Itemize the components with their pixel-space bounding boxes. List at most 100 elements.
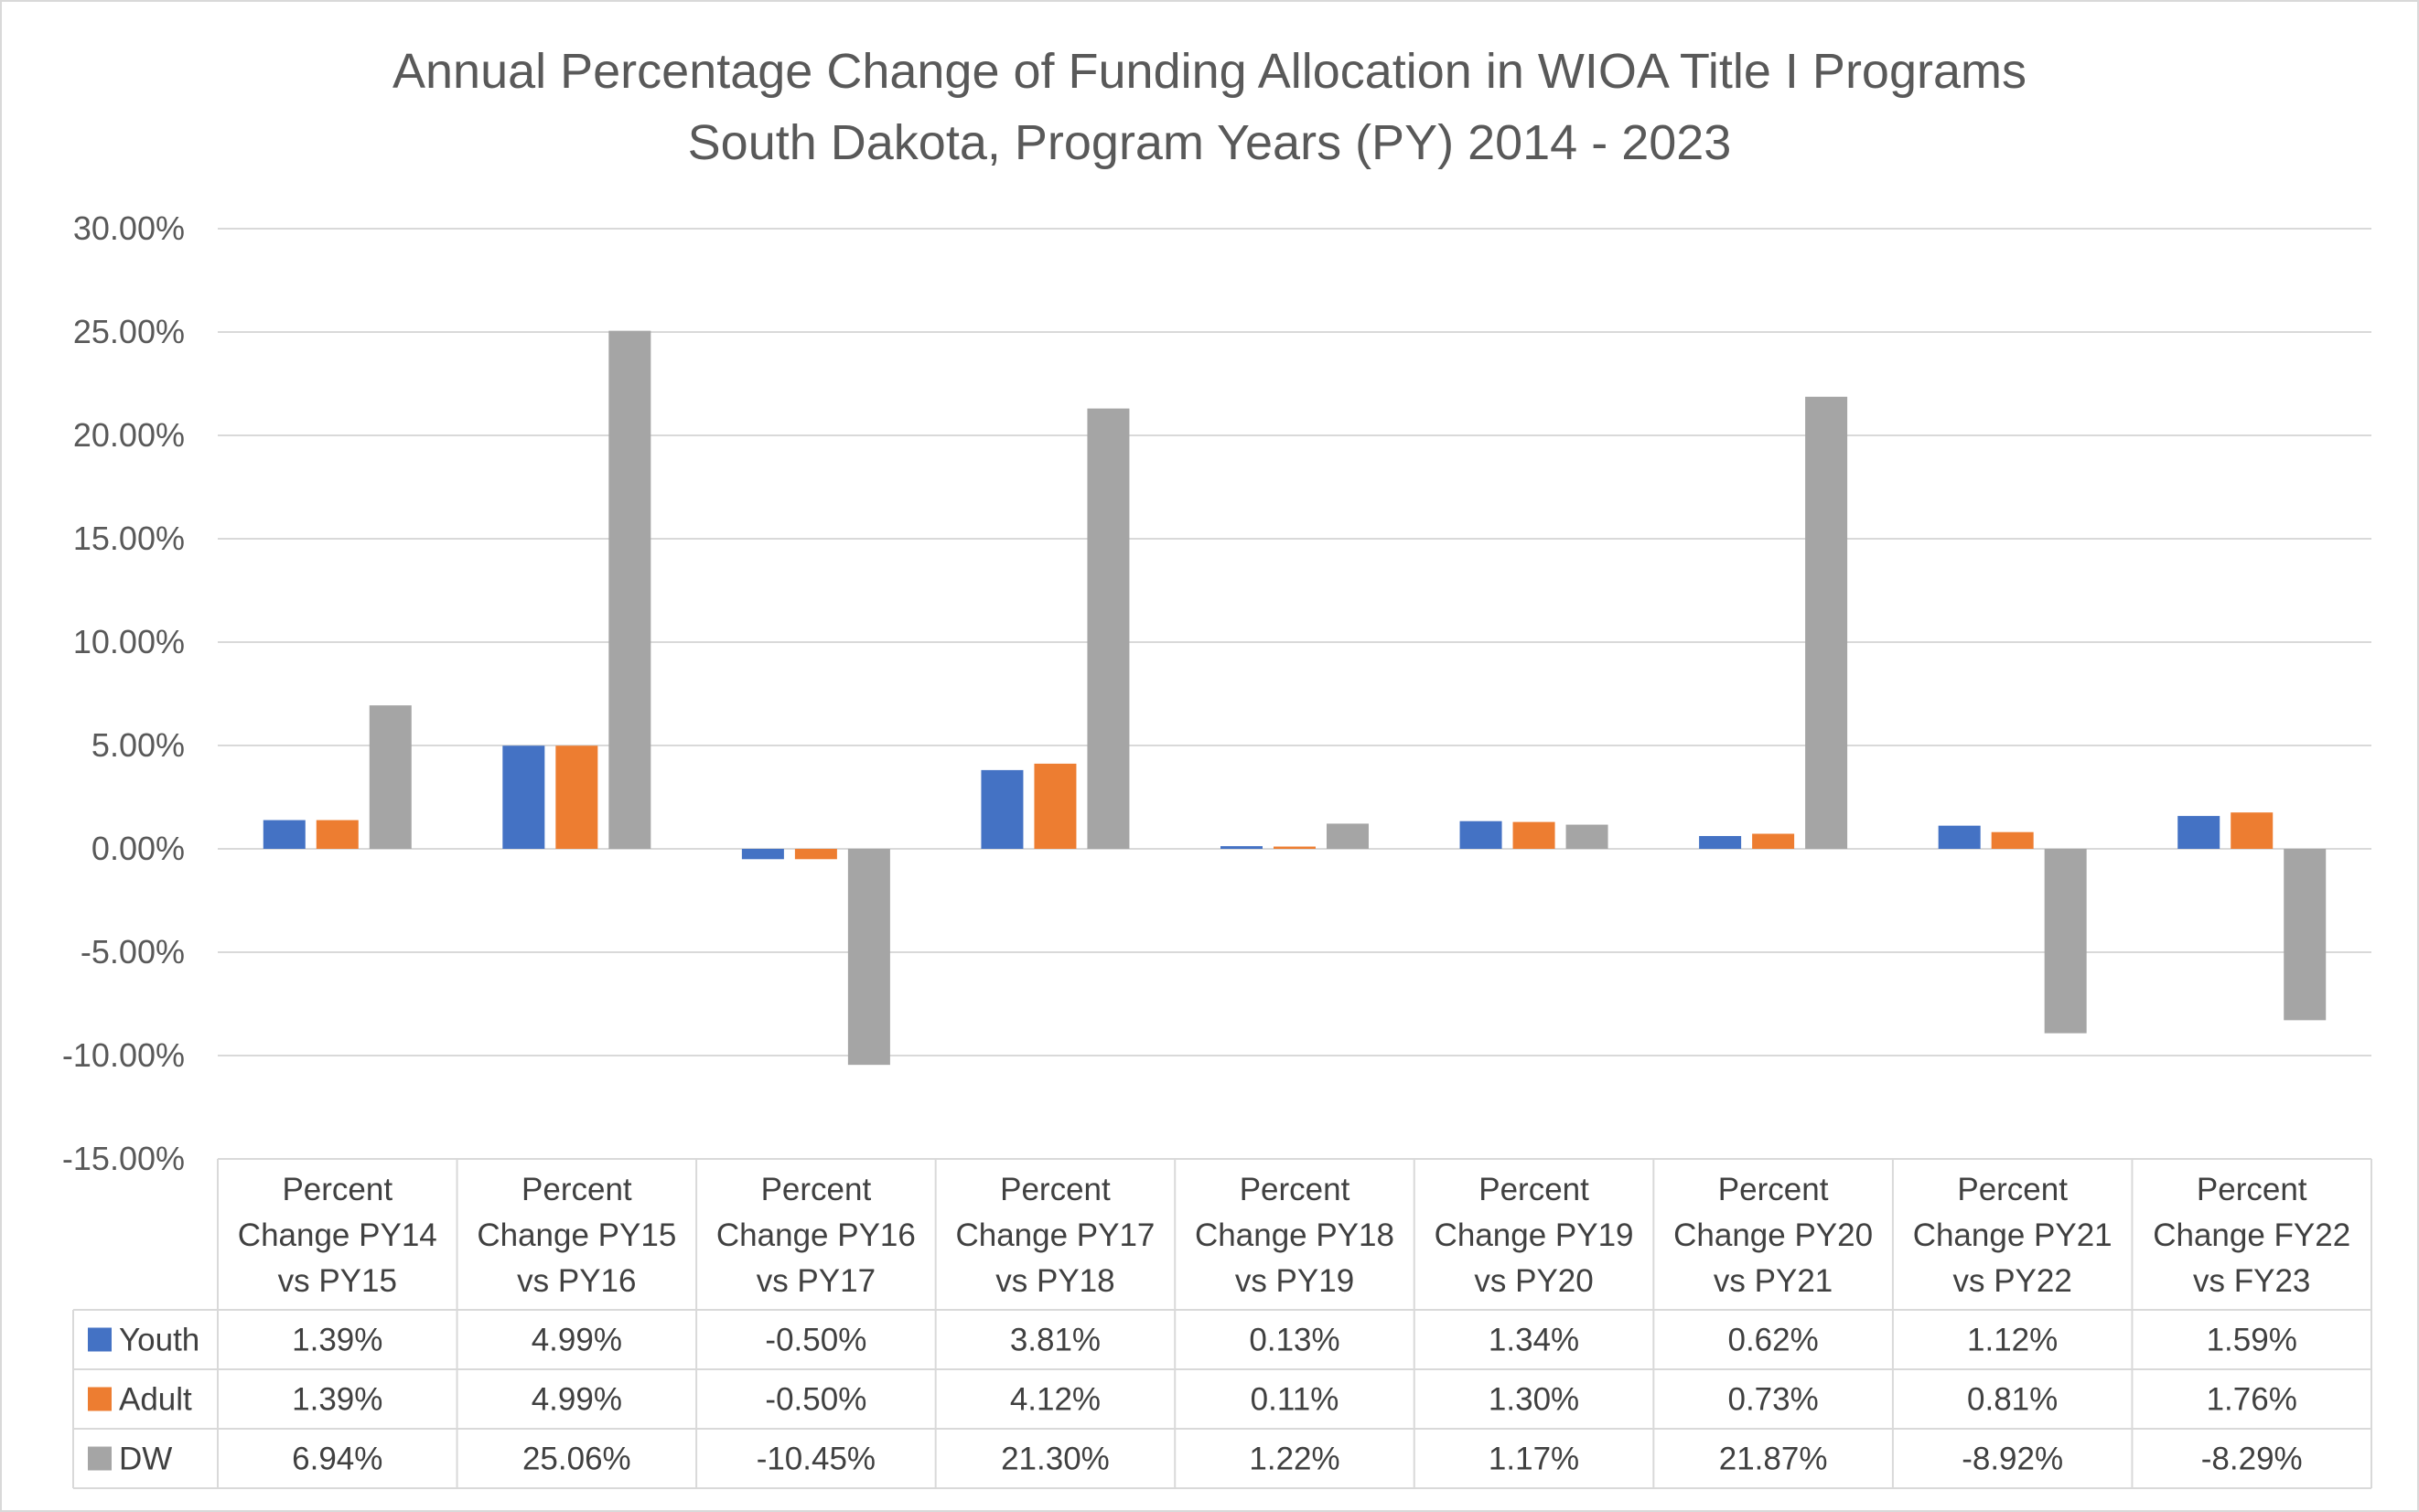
y-tick-label: 5.00% xyxy=(91,726,185,764)
category-label: Change PY15 xyxy=(477,1217,676,1253)
bar-dw-4 xyxy=(1087,408,1130,849)
legend-key-adult xyxy=(88,1387,112,1411)
legend-label-youth: Youth xyxy=(119,1323,199,1358)
bar-youth-9 xyxy=(2177,816,2220,849)
data-label: 4.12% xyxy=(1010,1382,1101,1418)
data-label: 4.99% xyxy=(532,1382,622,1418)
data-label: 1.22% xyxy=(1249,1442,1339,1477)
data-label: 0.13% xyxy=(1249,1323,1339,1358)
category-label: vs PY17 xyxy=(757,1263,876,1299)
data-label: -8.29% xyxy=(2201,1442,2303,1477)
bar-adult-5 xyxy=(1274,846,1316,849)
y-tick-label: -10.00% xyxy=(62,1036,185,1074)
category-label: Change PY17 xyxy=(955,1217,1155,1253)
category-label: Change PY16 xyxy=(716,1217,916,1253)
data-label: 0.11% xyxy=(1251,1382,1339,1418)
y-tick-label: 20.00% xyxy=(73,416,185,454)
data-label: -10.45% xyxy=(757,1442,876,1477)
bar-adult-7 xyxy=(1752,833,1795,849)
category-label: Change PY14 xyxy=(238,1217,437,1253)
bar-youth-3 xyxy=(741,849,784,860)
data-label: -8.92% xyxy=(1962,1442,2063,1477)
y-tick-label: 0.00% xyxy=(91,830,185,867)
bar-dw-2 xyxy=(608,330,651,849)
data-label: 0.73% xyxy=(1727,1382,1818,1418)
category-label: vs PY16 xyxy=(517,1263,636,1299)
data-label: 4.99% xyxy=(532,1323,622,1358)
legend-key-youth xyxy=(88,1327,112,1352)
category-label: Percent xyxy=(1957,1172,2068,1207)
category-label: Change FY22 xyxy=(2153,1217,2350,1253)
bar-youth-6 xyxy=(1459,820,1502,849)
y-tick-label: 30.00% xyxy=(73,209,185,247)
data-label: 1.59% xyxy=(2207,1323,2297,1358)
category-label: vs FY23 xyxy=(2193,1263,2310,1299)
bar-youth-4 xyxy=(981,769,1024,849)
category-label: vs PY19 xyxy=(1235,1263,1354,1299)
bar-youth-5 xyxy=(1220,846,1263,849)
y-tick-label: 10.00% xyxy=(73,623,185,660)
y-tick-label: 25.00% xyxy=(73,313,185,350)
bar-adult-6 xyxy=(1512,821,1555,849)
bar-dw-6 xyxy=(1565,824,1608,849)
bar-adult-8 xyxy=(1991,831,2034,849)
data-label: 1.17% xyxy=(1489,1442,1579,1477)
data-label: 1.30% xyxy=(1489,1382,1579,1418)
bar-dw-7 xyxy=(1805,396,1848,849)
data-table: Percent Change PY14 vs PY15 Percent Change P… xyxy=(72,1159,2372,1489)
category-label: vs PY15 xyxy=(278,1263,397,1299)
bar-youth-1 xyxy=(263,820,306,849)
data-label: 6.94% xyxy=(292,1442,382,1477)
bar-dw-3 xyxy=(847,849,890,1066)
category-label: vs PY21 xyxy=(1714,1263,1833,1299)
chart-title: Annual Percentage Change of Funding Allo… xyxy=(392,44,2027,99)
category-label: Change PY21 xyxy=(1913,1217,2113,1253)
bar-adult-3 xyxy=(794,849,837,860)
bars xyxy=(263,330,2327,1066)
category-label: vs PY22 xyxy=(1952,1263,2071,1299)
bar-youth-8 xyxy=(1938,825,1981,849)
data-label: 0.81% xyxy=(1967,1382,2058,1418)
legend-key-dw xyxy=(88,1446,112,1471)
data-label: 25.06% xyxy=(522,1442,631,1477)
data-label: 1.39% xyxy=(292,1382,382,1418)
category-label: Percent xyxy=(1478,1172,1589,1207)
chart-subtitle: South Dakota, Program Years (PY) 2014 - … xyxy=(688,115,1732,170)
category-label: vs PY18 xyxy=(995,1263,1114,1299)
category-label: Change PY19 xyxy=(1435,1217,1634,1253)
category-label: Change PY18 xyxy=(1195,1217,1394,1253)
data-label: -0.50% xyxy=(765,1382,866,1418)
data-label: 21.30% xyxy=(1001,1442,1110,1477)
bar-adult-1 xyxy=(316,820,359,849)
legend-label-adult: Adult xyxy=(119,1382,192,1418)
data-label: 1.34% xyxy=(1489,1323,1579,1358)
legend-label-dw: DW xyxy=(119,1442,172,1477)
category-label: Percent xyxy=(521,1172,632,1207)
data-label: 1.39% xyxy=(292,1323,382,1358)
category-label: Percent xyxy=(1718,1172,1829,1207)
bar-youth-7 xyxy=(1699,835,1742,849)
category-label: Percent xyxy=(1000,1172,1111,1207)
bar-dw-5 xyxy=(1327,823,1369,849)
y-tick-label: -5.00% xyxy=(81,933,185,970)
category-label: Percent xyxy=(282,1172,392,1207)
bar-adult-2 xyxy=(555,745,598,849)
data-label: 1.12% xyxy=(1967,1323,2058,1358)
bar-dw-1 xyxy=(369,705,412,849)
category-label: Percent xyxy=(761,1172,872,1207)
bar-youth-2 xyxy=(502,745,545,849)
category-label: vs PY20 xyxy=(1474,1263,1593,1299)
y-tick-label: 15.00% xyxy=(73,520,185,557)
data-label: -0.50% xyxy=(765,1323,866,1358)
bar-dw-9 xyxy=(2284,849,2327,1021)
data-label: 1.76% xyxy=(2207,1382,2297,1418)
category-label: Percent xyxy=(1240,1172,1350,1207)
bar-adult-4 xyxy=(1034,763,1077,849)
category-label: Change PY20 xyxy=(1673,1217,1873,1253)
y-tick-label: -15.00% xyxy=(62,1140,185,1177)
bar-dw-8 xyxy=(2044,849,2087,1034)
bar-adult-9 xyxy=(2231,812,2274,849)
category-label: Percent xyxy=(2197,1172,2307,1207)
